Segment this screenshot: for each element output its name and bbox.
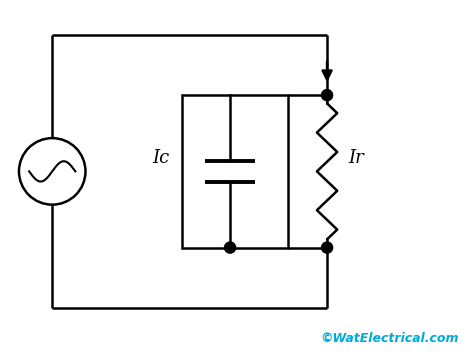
Circle shape (321, 242, 333, 253)
Text: Ic: Ic (153, 149, 170, 166)
Circle shape (225, 242, 236, 253)
Circle shape (321, 90, 333, 101)
Text: Ir: Ir (348, 149, 364, 166)
Bar (182, 95, 288, 247)
Text: ©WatElectrical.com: ©WatElectrical.com (320, 332, 459, 345)
